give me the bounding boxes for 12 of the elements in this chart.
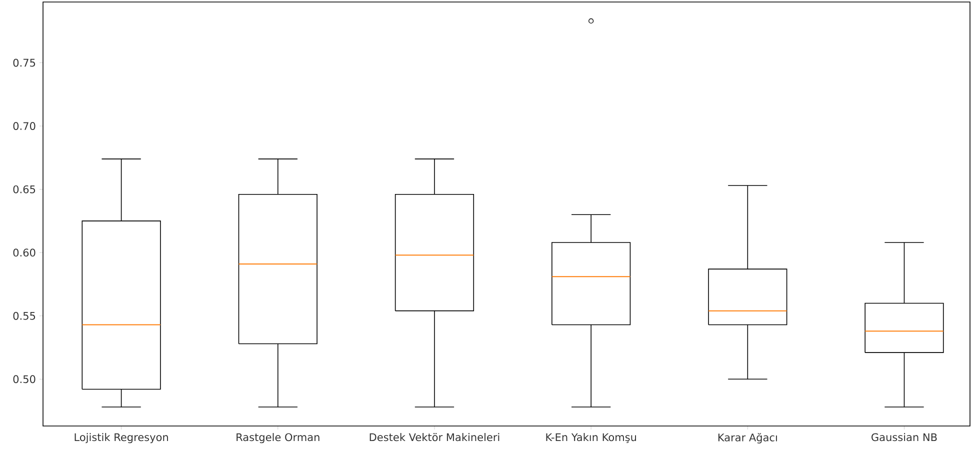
x-tick-label: Rastgele Orman (236, 433, 320, 444)
y-tick-label: 0.75 (13, 58, 36, 67)
y-tick-label: 0.55 (13, 312, 36, 320)
y-tick-label: 0.50 (13, 375, 36, 384)
y-tick-label: 0.65 (13, 185, 36, 194)
x-tick-label: K-En Yakın Komşu (546, 433, 636, 444)
x-tick-label: Lojistik Regresyon (74, 433, 168, 444)
x-tick-label: Destek Vektör Makineleri (370, 433, 500, 442)
y-tick-label: 0.60 (13, 248, 36, 257)
x-tick-label: Karar Ağacı (718, 433, 777, 444)
y-tick-label: 0.70 (13, 122, 36, 130)
x-tick-label: Gaussian NB (872, 433, 937, 442)
